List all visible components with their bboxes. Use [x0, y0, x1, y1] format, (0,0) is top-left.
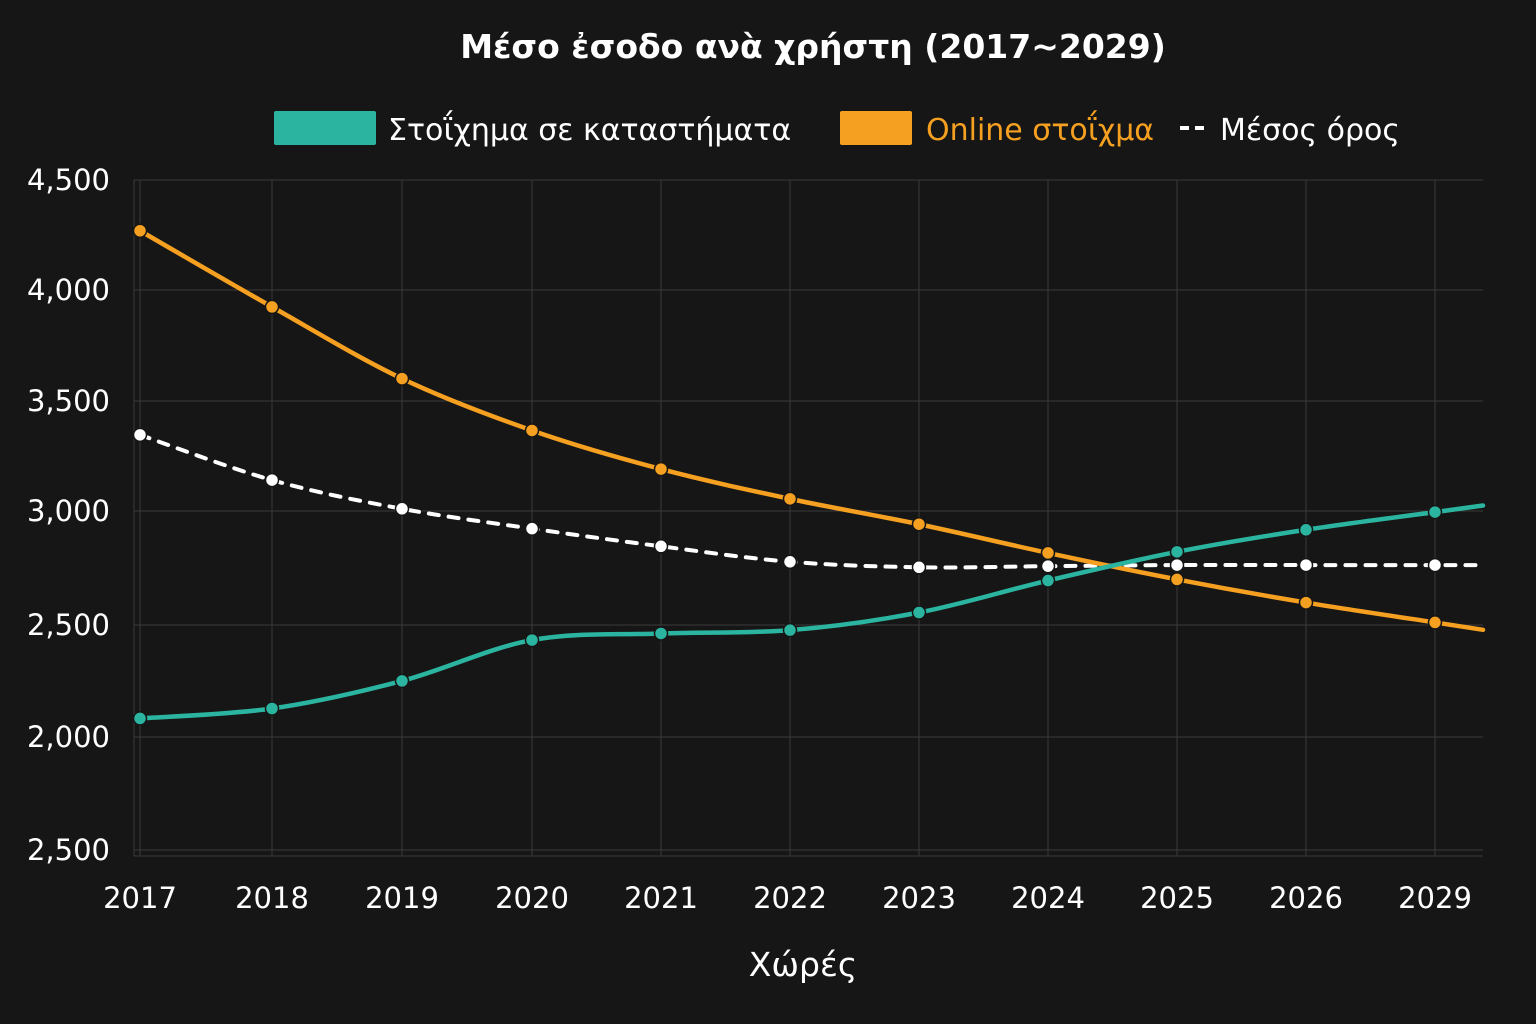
- y-tick-label: 2,500: [27, 608, 110, 642]
- y-axis-ticks: 4,500 4,000 3,500 3,000 2,500 2,000 2,500: [27, 163, 110, 867]
- data-point-0-0: [132, 711, 148, 726]
- x-tick-label: 2018: [235, 881, 309, 915]
- data-point-0-6: [911, 605, 927, 620]
- data-point-2-1: [264, 472, 280, 488]
- data-point-2-4: [653, 539, 669, 554]
- x-tick-label: 2023: [882, 881, 956, 915]
- data-point-0-3: [524, 632, 540, 648]
- data-point-0-8: [1169, 544, 1185, 560]
- x-tick-label: 2024: [1011, 881, 1085, 915]
- legend-label-1: Online στοΐχμα: [926, 110, 1154, 148]
- data-point-0-4: [653, 626, 669, 641]
- series-points: [132, 223, 1443, 726]
- x-axis-label: Χώρές: [749, 945, 857, 984]
- data-point-0-5: [782, 622, 798, 638]
- data-point-2-5: [782, 554, 798, 570]
- data-point-2-10: [1427, 557, 1443, 573]
- x-tick-label: 2026: [1269, 881, 1343, 915]
- y-tick-label: 3,500: [27, 384, 110, 418]
- x-tick-label: 2025: [1140, 881, 1214, 915]
- y-tick-label: 3,000: [27, 494, 110, 528]
- data-point-0-10: [1427, 504, 1443, 520]
- data-point-0-1: [264, 701, 280, 716]
- x-tick-label: 2019: [365, 881, 439, 915]
- data-point-0-7: [1040, 573, 1056, 588]
- y-tick-label: 2,000: [27, 720, 110, 754]
- x-tick-label: 2029: [1398, 881, 1472, 915]
- x-axis-ticks: 2017 2018 2019 2020 2021 2022 2023 2024 2025 2026…: [103, 881, 1472, 915]
- y-tick-label: 4,500: [27, 163, 110, 197]
- x-tick-label: 2022: [753, 881, 827, 915]
- data-point-2-9: [1298, 557, 1314, 573]
- data-point-1-6: [911, 516, 927, 532]
- data-point-1-10: [1427, 615, 1443, 630]
- data-point-1-4: [653, 461, 669, 477]
- legend-swatch-1: [840, 111, 912, 145]
- y-tick-label: 2,500: [27, 833, 110, 867]
- data-point-1-7: [1040, 545, 1056, 561]
- x-tick-label: 2021: [624, 881, 698, 915]
- legend: Στοΐχημα σε καταστήματα Online στοΐχμα Μέσ…: [274, 110, 1400, 148]
- data-point-1-0: [132, 223, 148, 239]
- data-point-1-8: [1169, 572, 1185, 587]
- data-point-2-3: [524, 521, 540, 536]
- data-point-2-6: [911, 560, 927, 575]
- data-point-2-8: [1169, 557, 1185, 573]
- data-point-1-2: [394, 371, 410, 386]
- data-point-2-7: [1040, 558, 1056, 574]
- data-point-1-9: [1298, 595, 1314, 610]
- series-line-1: [137, 228, 1486, 633]
- data-point-2-0: [132, 427, 148, 443]
- data-point-1-5: [782, 491, 798, 507]
- legend-label-2: Μέσος όρος: [1220, 113, 1400, 148]
- grid: [133, 179, 1483, 857]
- series-line-0: [137, 503, 1486, 721]
- series-lines: [137, 228, 1486, 721]
- data-point-1-3: [524, 423, 540, 438]
- legend-swatch-0: [274, 111, 376, 145]
- y-tick-label: 4,000: [27, 273, 110, 307]
- chart-title: Μέσο ἐσοδο ανὰ χρήστη (2017~2029): [460, 27, 1166, 66]
- data-point-1-1: [264, 299, 280, 315]
- x-tick-label: 2017: [103, 881, 177, 915]
- data-point-2-2: [394, 501, 410, 517]
- x-tick-label: 2020: [495, 881, 569, 915]
- data-point-0-9: [1298, 522, 1314, 538]
- data-point-0-2: [394, 673, 410, 689]
- legend-label-0: Στοΐχημα σε καταστήματα: [388, 110, 791, 148]
